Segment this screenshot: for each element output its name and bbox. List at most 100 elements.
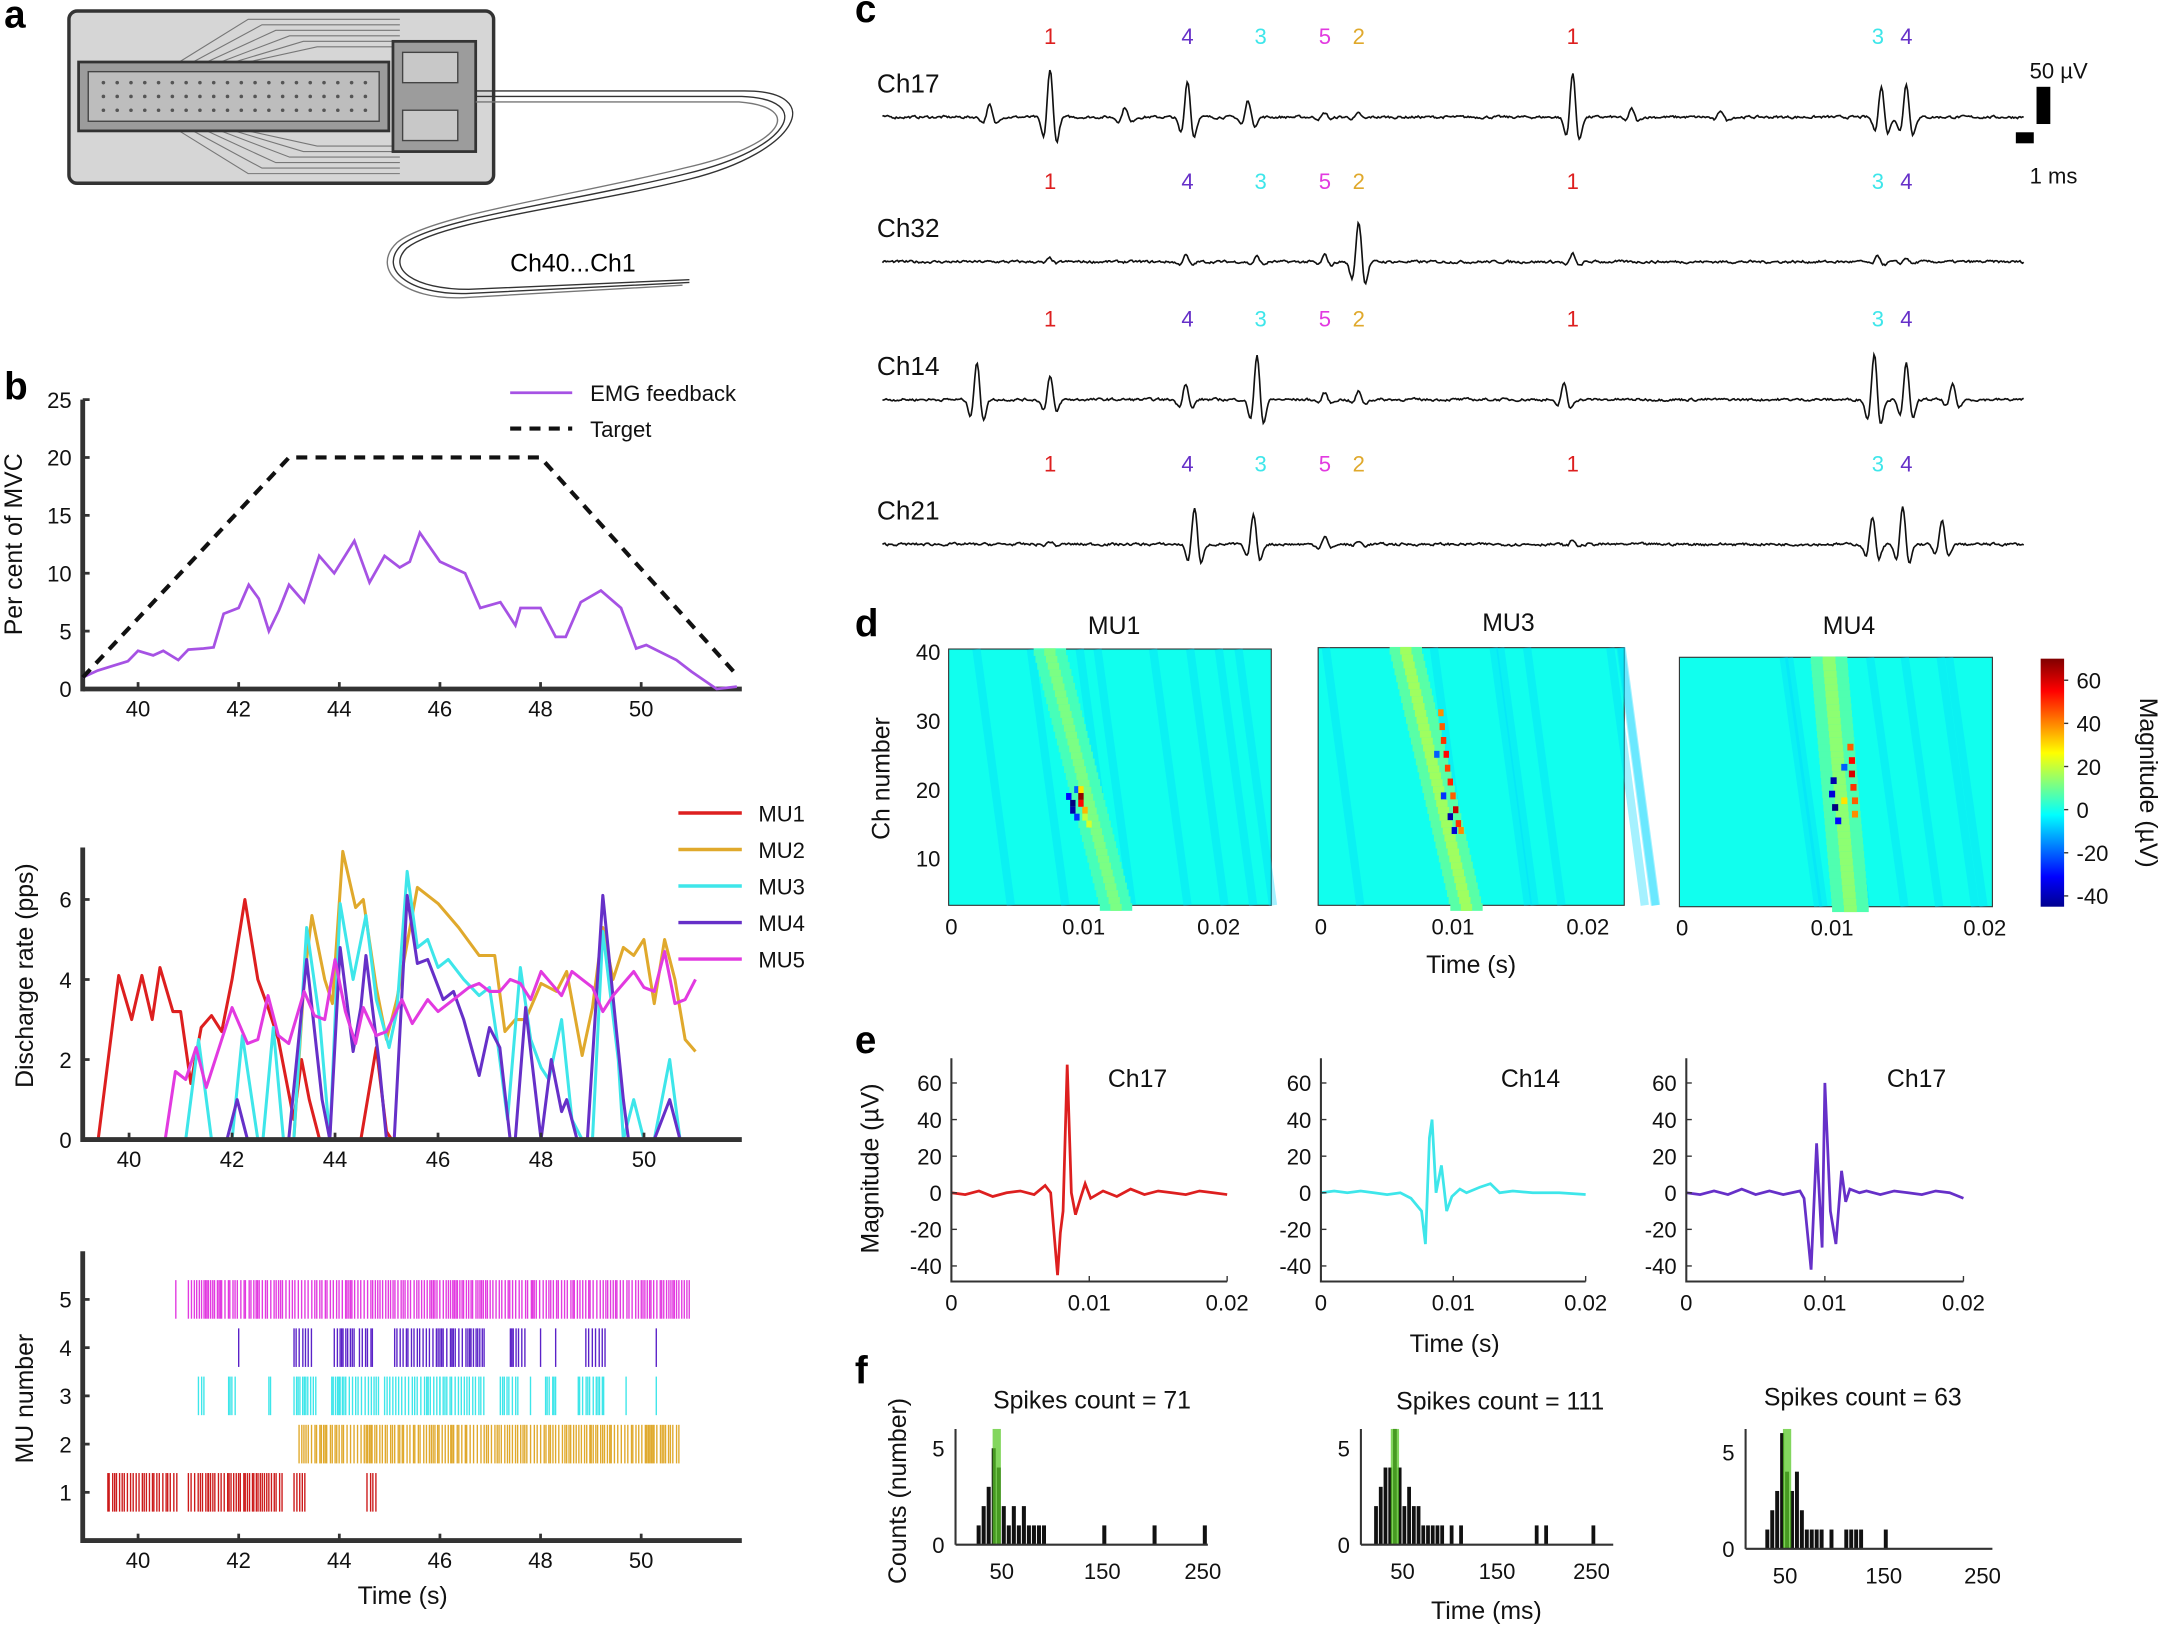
heatmap-band-cell	[1454, 875, 1466, 884]
emg-y-tick-label: 20	[47, 446, 72, 471]
connector-pin	[211, 94, 216, 99]
histogram-bar	[1534, 1525, 1539, 1545]
discharge-x-tick-label: 48	[529, 1147, 554, 1172]
connector-pin	[308, 108, 313, 113]
heatmap-band-cell	[1827, 710, 1841, 718]
heatmap-x-tick-label: 0.02	[1197, 914, 1240, 939]
legend-label: MU5	[758, 947, 805, 972]
heatmap-band-cell	[1446, 840, 1458, 849]
waveform-title: Ch17	[1887, 1066, 1946, 1093]
heatmap-cell	[1078, 786, 1084, 794]
heatmap-band-cell	[1833, 777, 1846, 785]
heatmap-band-cell	[1406, 674, 1419, 683]
histogram-bar	[986, 1486, 991, 1545]
heatmap-band-cell	[1428, 764, 1440, 773]
spike-label-mu1: 1	[1044, 24, 1056, 49]
histogram-bar	[1402, 1506, 1407, 1545]
heatmap-band-cell	[1421, 737, 1433, 745]
spike-label-mu5: 5	[1319, 307, 1331, 332]
emg-x-tick-label: 44	[327, 697, 352, 722]
heatmap-band-cell	[1063, 724, 1076, 732]
heatmap-band-cell	[1045, 655, 1058, 663]
waveform-y-tick-label: 60	[1287, 1071, 1312, 1096]
emg-y-tick-label: 15	[47, 504, 72, 529]
connector-pin	[253, 94, 257, 99]
histogram-bar	[1829, 1529, 1834, 1549]
heatmap-band-cell	[1449, 854, 1461, 863]
heatmap-band-cell	[1834, 797, 1848, 805]
heatmap-cell	[1070, 799, 1076, 807]
heatmap-band-cell	[1065, 731, 1078, 739]
heatmap-y-tick-label: 10	[916, 847, 941, 872]
histogram-bar	[976, 1525, 981, 1545]
heatmap-band-cell	[1457, 889, 1469, 898]
amplitude-scale-label: 50 µV	[2030, 59, 2088, 84]
histogram-bar	[1016, 1525, 1021, 1545]
heatmap-band-cell	[1094, 841, 1106, 849]
spike-label-mu4: 4	[1181, 307, 1193, 332]
heatmap-streak	[1214, 648, 1258, 906]
histogram-bar	[1794, 1471, 1799, 1549]
discharge-y-tick-label: 6	[59, 888, 71, 913]
histogram-x-tick-label: 250	[1573, 1559, 1610, 1584]
connector-pin	[363, 108, 368, 113]
series-line-emg-feedback	[82, 529, 738, 691]
heatmap-band-cell	[1053, 682, 1065, 691]
emg-trace-ch21	[882, 506, 2025, 566]
heatmap-streak	[1617, 647, 1661, 906]
heatmap-cell	[1082, 806, 1088, 814]
heatmap-band-cell	[1104, 882, 1117, 891]
histogram-bar	[1416, 1506, 1421, 1545]
heatmap-band-cell	[1441, 820, 1453, 828]
heatmap-cell	[1447, 813, 1454, 821]
histogram-bar	[1036, 1525, 1041, 1545]
histogram-bar	[1026, 1525, 1031, 1545]
heatmap-cell	[1438, 709, 1444, 717]
spike-label-mu1: 1	[1567, 451, 1579, 476]
waveform-title: Ch17	[1108, 1066, 1167, 1093]
waveform-x-axis-label: Time (s)	[1410, 1331, 1500, 1358]
heatmap-band-cell	[1832, 770, 1846, 778]
heatmap-cell	[1458, 827, 1464, 834]
heatmap-band-cell	[1409, 688, 1422, 697]
connector-pin	[280, 94, 285, 99]
histogram-bar	[1770, 1510, 1775, 1549]
heatmap-band-cell	[1841, 877, 1855, 886]
heatmap-cell	[1848, 770, 1855, 778]
histogram-bar	[1775, 1490, 1780, 1549]
emg-y-axis-label: Per cent of MVC	[1, 453, 28, 635]
histogram-bar	[1378, 1486, 1383, 1545]
spike-label-mu4: 4	[1900, 24, 1912, 49]
heatmap-streak	[1865, 656, 1909, 908]
heatmap-cell	[1439, 723, 1445, 731]
connector-pin	[170, 94, 175, 99]
histogram-title: Spikes count = 111	[1396, 1389, 1604, 1416]
connector-pin	[294, 108, 299, 113]
heatmap-band-cell	[1087, 813, 1099, 822]
histogram-bar	[981, 1506, 986, 1545]
heatmap-band-cell	[1418, 723, 1430, 731]
connector-pin	[184, 108, 188, 113]
heatmap-band-cell	[1843, 897, 1857, 906]
heatmap-cell	[1440, 737, 1447, 744]
spike-label-mu1: 1	[1567, 24, 1579, 49]
heatmap-cell	[1078, 799, 1084, 807]
heatmap-band-cell	[1829, 737, 1843, 745]
connector-pin	[363, 94, 368, 99]
heatmap-band-cell	[1825, 690, 1839, 698]
heatmap-cell	[1453, 806, 1459, 814]
heatmap-streak	[1616, 647, 1660, 906]
heatmap-band-cell	[1837, 824, 1850, 832]
emg-x-tick-label: 50	[629, 697, 654, 722]
spike-label-mu1: 1	[1044, 451, 1056, 476]
histogram-y-axis-label: Counts (number)	[885, 1398, 912, 1584]
heatmap-band-cell	[1090, 827, 1103, 836]
histogram-bar	[1804, 1529, 1809, 1549]
heatmap-band-cell	[1450, 861, 1463, 870]
heatmap-band-cell	[1419, 730, 1432, 738]
heatmap-band-cell	[1442, 827, 1455, 835]
histogram-bar	[1814, 1529, 1819, 1549]
waveform-y-tick-label: -40	[1279, 1254, 1311, 1279]
spike-label-mu4: 4	[1900, 169, 1912, 194]
heatmap-band-cell	[1079, 786, 1092, 794]
